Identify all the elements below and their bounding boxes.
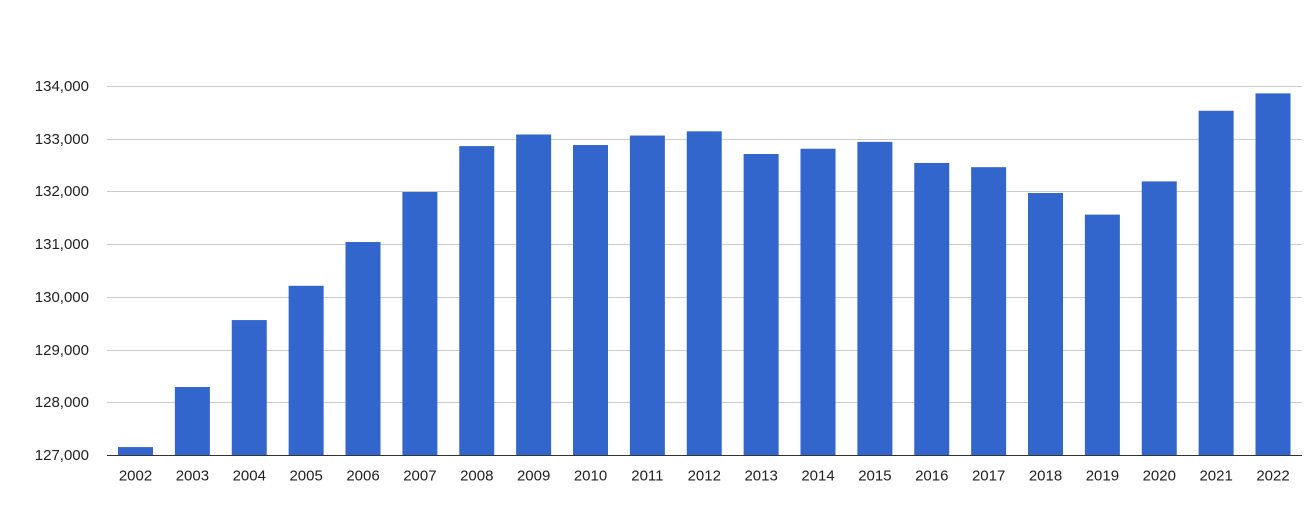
x-tick-label: 2014 [801,468,834,485]
x-tick-label: 2021 [1199,468,1232,485]
x-tick-label: 2004 [233,468,266,485]
bar-2013 [743,154,779,455]
x-tick-label: 2019 [1086,468,1119,485]
bar-2019 [1084,214,1120,455]
x-tick-label: 2018 [1029,468,1062,485]
x-tick-label: 2003 [176,468,209,485]
x-tick-label: 2017 [972,468,1005,485]
x-tick-label: 2005 [289,468,322,485]
x-tick-label: 2022 [1256,468,1289,485]
bar-2009 [516,134,552,455]
x-tick-label: 2010 [574,468,607,485]
x-tick-label: 2002 [119,468,152,485]
x-tick-label: 2008 [460,468,493,485]
bar-2003 [174,387,210,455]
x-tick-label: 2006 [346,468,379,485]
bar-2012 [686,131,722,455]
bar-2018 [1028,193,1063,455]
x-tick-label: 2009 [517,468,550,485]
bar-2015 [857,141,893,455]
y-tick-label: 130,000 [35,289,89,306]
bar-2017 [971,167,1007,455]
bar-2007 [402,191,438,455]
y-tick-label: 132,000 [35,183,89,200]
bar-2010 [573,145,608,456]
bar-2014 [800,148,836,456]
x-tick-label: 2020 [1143,468,1176,485]
bar-2021 [1198,110,1234,455]
x-axis: 2002 2003 2004 2005 2006 2007 2008 2009 2010 2011… [107,455,1302,485]
bar-2005 [288,285,324,455]
bar-2020 [1141,181,1177,455]
bar-2004 [231,320,267,455]
bar-2016 [914,162,950,455]
bar-2008 [459,146,495,455]
x-tick-label: 2015 [858,468,891,485]
x-tick-label: 2013 [744,468,777,485]
y-tick-label: 128,000 [35,394,89,411]
x-tick-label: 2016 [915,468,948,485]
x-tick-label: 2011 [631,468,663,485]
y-tick-label: 127,000 [35,447,89,464]
y-tick-label: 134,000 [35,78,89,95]
bar-2022 [1255,93,1291,455]
y-tick-label: 133,000 [35,131,89,148]
y-tick-label: 131,000 [35,236,89,253]
bar-2006 [345,242,381,455]
x-tick-label: 2007 [403,468,436,485]
bar-2011 [629,135,665,456]
y-axis: 127,000 128,000 129,000 130,000 131,000 132,0… [35,78,89,464]
x-tick-label: 2012 [688,468,721,485]
bars [118,93,1291,456]
bar-2002 [118,447,153,455]
y-tick-label: 129,000 [35,342,89,359]
